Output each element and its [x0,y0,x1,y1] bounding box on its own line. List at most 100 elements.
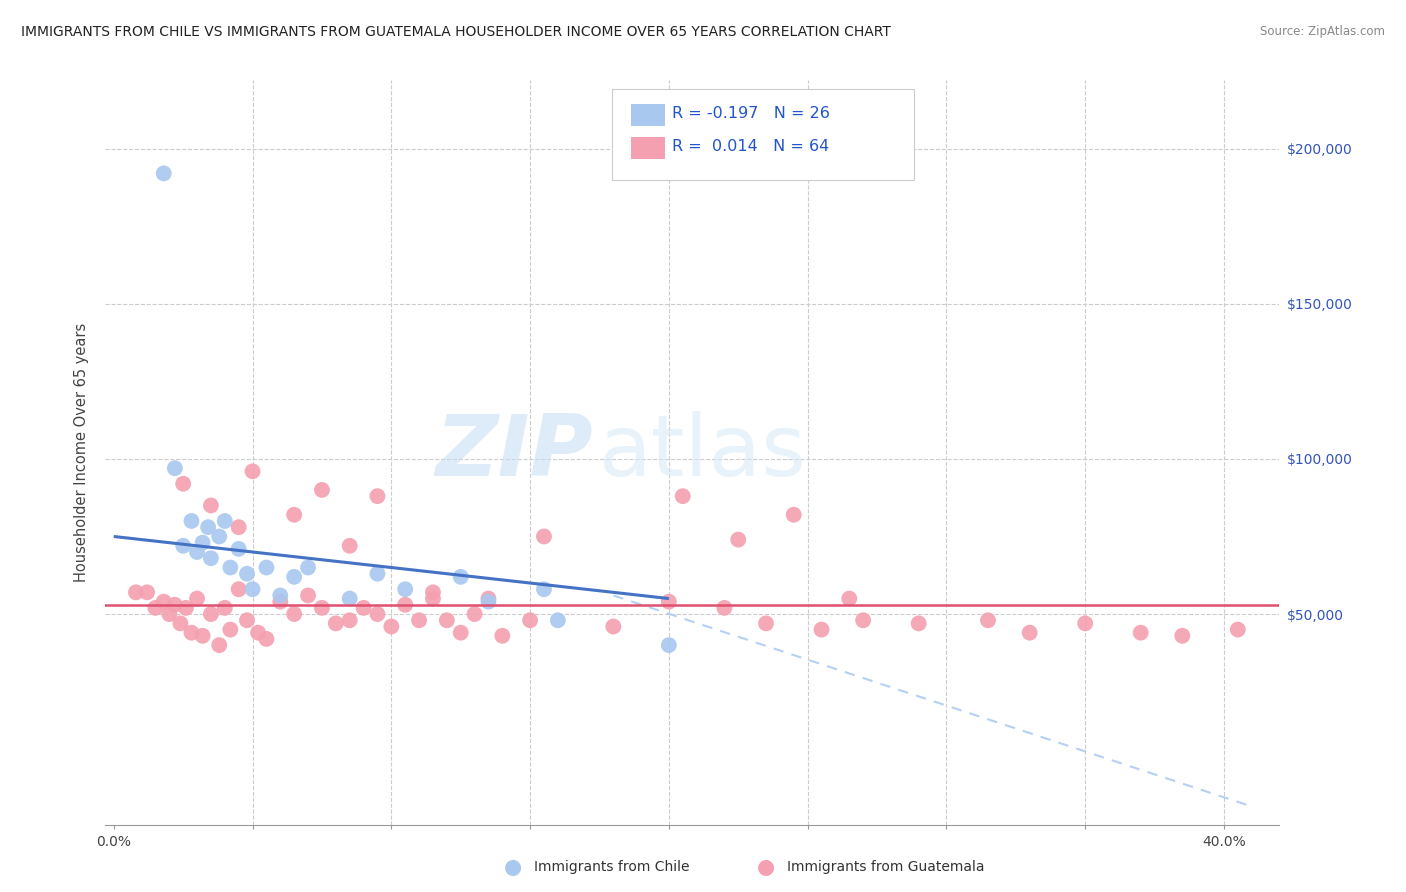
Point [172,476,194,491]
Text: ●: ● [758,857,775,877]
Text: ZIP: ZIP [434,411,593,494]
Point [394,598,416,612]
Point [228,582,250,597]
Point [325,616,347,631]
Point [125,585,148,599]
Point [152,166,174,180]
Point [208,638,231,652]
Text: R =  0.014   N = 64: R = 0.014 N = 64 [672,139,830,153]
Point [269,594,291,608]
Text: atlas: atlas [599,411,807,494]
Point [228,541,250,556]
Point [394,582,416,597]
Point [339,539,361,553]
Point [477,591,499,606]
Point [727,533,749,547]
Point [672,489,695,503]
Point [283,607,305,621]
Point [450,625,472,640]
Point [228,520,250,534]
Point [180,514,202,528]
Point [254,560,277,574]
Point [658,638,681,652]
Point [547,613,569,627]
Point [191,535,214,549]
Point [810,623,832,637]
Point [197,520,219,534]
Point [658,594,681,608]
Point [236,566,259,581]
Point [157,607,180,621]
Point [242,464,264,478]
Point [852,613,875,627]
Point [219,623,242,637]
Point [1074,616,1097,631]
Point [1226,623,1249,637]
Point [380,619,402,633]
Point [755,616,778,631]
Point [977,613,1000,627]
Text: Source: ZipAtlas.com: Source: ZipAtlas.com [1260,25,1385,38]
Point [247,625,270,640]
Point [1018,625,1040,640]
Point [269,589,291,603]
Point [311,483,333,497]
Point [200,607,222,621]
Point [254,632,277,646]
Point [491,629,513,643]
Point [436,613,458,627]
Point [1171,629,1194,643]
Point [214,514,236,528]
Point [353,600,375,615]
Point [422,585,444,599]
Point [191,629,214,643]
Point [533,529,555,543]
Point [339,591,361,606]
Point [907,616,929,631]
Point [172,539,194,553]
Y-axis label: Householder Income Over 65 years: Householder Income Over 65 years [75,323,90,582]
Point [186,591,208,606]
Point [533,582,555,597]
Text: Immigrants from Chile: Immigrants from Chile [534,860,690,874]
Point [163,461,186,475]
Point [186,545,208,559]
Point [311,600,333,615]
Point [366,607,388,621]
Point [783,508,806,522]
Point [214,600,236,615]
Point [464,607,486,621]
Text: Immigrants from Guatemala: Immigrants from Guatemala [787,860,984,874]
Point [236,613,259,627]
Point [1129,625,1152,640]
Point [477,594,499,608]
Point [838,591,860,606]
Point [169,616,191,631]
Point [366,489,388,503]
Text: IMMIGRANTS FROM CHILE VS IMMIGRANTS FROM GUATEMALA HOUSEHOLDER INCOME OVER 65 YE: IMMIGRANTS FROM CHILE VS IMMIGRANTS FROM… [21,25,891,39]
Point [180,625,202,640]
Point [174,600,197,615]
Point [297,560,319,574]
Point [163,598,186,612]
Point [200,551,222,566]
Point [283,508,305,522]
Point [152,594,174,608]
Point [450,570,472,584]
Text: ●: ● [505,857,522,877]
Point [297,589,319,603]
Point [422,591,444,606]
Point [200,499,222,513]
Point [219,560,242,574]
Point [339,613,361,627]
Point [519,613,541,627]
Point [208,529,231,543]
Text: R = -0.197   N = 26: R = -0.197 N = 26 [672,106,830,120]
Point [408,613,430,627]
Point [145,600,167,615]
Point [283,570,305,584]
Point [136,585,159,599]
Point [242,582,264,597]
Point [366,566,388,581]
Point [602,619,624,633]
